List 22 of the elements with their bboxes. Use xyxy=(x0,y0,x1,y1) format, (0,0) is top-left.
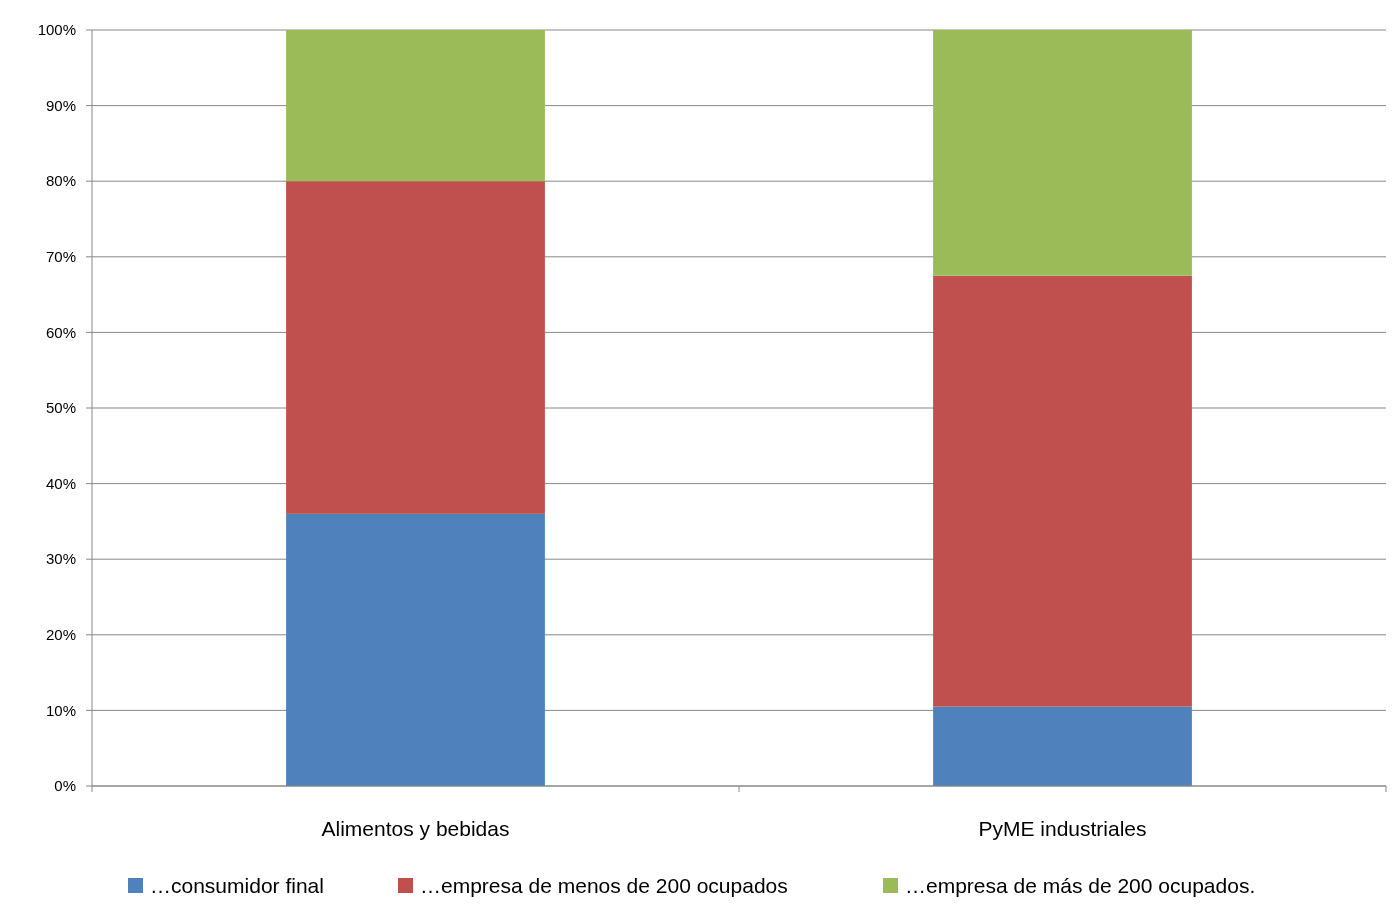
legend-label: …empresa de más de 200 ocupados. xyxy=(905,874,1256,898)
legend-label: …empresa de menos de 200 ocupados xyxy=(420,874,788,898)
y-tick-label: 20% xyxy=(45,626,76,644)
y-tick-label: 100% xyxy=(37,21,76,39)
bar xyxy=(933,275,1192,707)
y-tick-label: 40% xyxy=(45,474,76,492)
bar xyxy=(286,30,545,182)
bar xyxy=(286,513,545,786)
y-tick-label: 80% xyxy=(45,172,76,190)
y-tick-label: 90% xyxy=(45,96,76,114)
bar xyxy=(933,30,1192,276)
bar xyxy=(286,181,545,514)
x-tick-label: Alimentos y bebidas xyxy=(321,817,510,840)
y-tick-label: 10% xyxy=(45,701,76,719)
legend-label: …consumidor final xyxy=(150,874,324,898)
bar xyxy=(933,706,1192,786)
y-tick-label: 0% xyxy=(54,777,76,795)
y-tick-label: 70% xyxy=(45,248,76,266)
y-tick-label: 50% xyxy=(45,399,76,417)
y-tick-label: 30% xyxy=(45,550,76,568)
x-tick-label: PyME industriales xyxy=(978,817,1147,840)
y-tick-label: 60% xyxy=(45,323,76,341)
